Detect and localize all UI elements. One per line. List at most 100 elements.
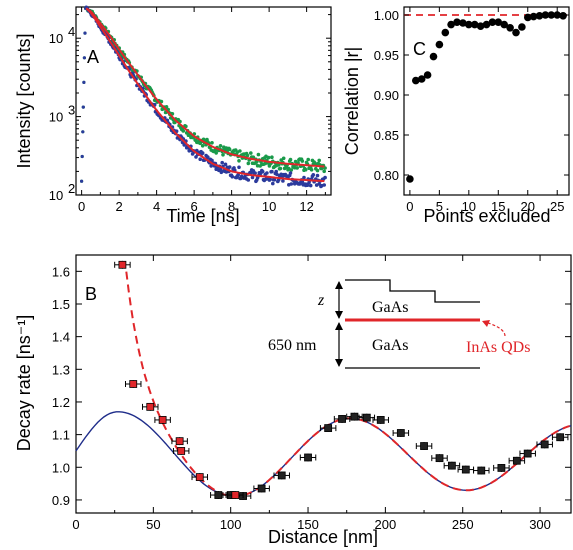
correlation-point <box>524 13 532 22</box>
x-tick-label: 50 <box>146 517 160 532</box>
rise-point-1 <box>80 154 84 159</box>
measured-point <box>324 424 333 432</box>
data-point-1 <box>288 171 293 175</box>
data-point-0 <box>249 151 253 155</box>
x-tick-label: 8 <box>228 199 235 214</box>
measured-point <box>556 433 565 442</box>
x-tick-label: 10 <box>262 199 276 214</box>
data-point-1 <box>227 165 232 169</box>
data-point-1 <box>289 182 294 186</box>
data-point-0 <box>288 157 293 162</box>
data-point-0 <box>317 158 322 163</box>
y-tick-label: 10 <box>49 31 63 46</box>
correlation-point <box>506 24 514 32</box>
correlation-point <box>541 11 550 19</box>
x-tick-label: 4 <box>153 199 160 214</box>
y-tick-label: 1.3 <box>52 362 70 377</box>
correlation-point <box>417 75 426 83</box>
correlation-point <box>453 18 461 27</box>
panel-a-ylabel: Intensity [counts] <box>14 33 34 168</box>
fit-curve-red-dashed <box>125 271 570 498</box>
data-point-0 <box>256 152 261 157</box>
data-point-1 <box>300 180 305 184</box>
data-point-0 <box>245 153 250 158</box>
correlation-point <box>429 52 438 61</box>
data-point-0 <box>237 159 241 163</box>
y-tick-label: 1.2 <box>52 395 70 410</box>
measured-point <box>350 412 359 421</box>
correlation-point <box>518 23 526 31</box>
x-tick-label: 250 <box>452 517 474 532</box>
correlation-point <box>482 20 491 29</box>
data-point-0 <box>181 129 186 133</box>
data-point-0 <box>254 160 259 164</box>
x-tick-label: 10 <box>462 199 476 214</box>
data-point-1 <box>322 183 327 187</box>
rise-point-1 <box>82 80 86 84</box>
measured-point <box>447 461 456 470</box>
data-point-1 <box>274 169 279 174</box>
x-tick-label: 0 <box>78 199 85 214</box>
data-point-1 <box>253 171 257 175</box>
data-point-0 <box>200 144 205 148</box>
x-tick-label: 0 <box>72 517 79 532</box>
y-tick-label: 0.9 <box>52 493 70 508</box>
model-curve-blue <box>75 411 572 498</box>
data-point-1 <box>323 175 327 180</box>
correlation-point <box>441 28 450 37</box>
y-tick-label: 1.5 <box>52 297 70 312</box>
panel-c-xlabel: Points excluded <box>423 206 550 226</box>
data-point-0 <box>266 155 271 160</box>
measured-point <box>277 471 286 480</box>
data-point-1 <box>265 171 269 175</box>
correlation-point <box>412 76 420 85</box>
correlation-point <box>535 12 544 20</box>
panel-a-letter: A <box>87 47 99 67</box>
rise-point-1 <box>81 130 85 134</box>
y-tick-label: 1.4 <box>52 330 70 345</box>
y-tick-label: 1.0 <box>52 460 70 475</box>
data-point-1 <box>308 183 313 188</box>
correlation-point <box>547 11 556 19</box>
thickness-arrow-head-bottom <box>335 359 343 367</box>
y-tick-label: 0.95 <box>374 48 399 63</box>
rise-point-1 <box>81 105 85 109</box>
measured-point-red <box>146 402 155 411</box>
y-tick-label: 0.80 <box>374 168 399 183</box>
data-point-1 <box>272 178 277 182</box>
measured-point <box>338 415 346 423</box>
surface-profile <box>345 279 480 303</box>
measured-point <box>214 491 223 499</box>
correlation-point <box>406 175 414 183</box>
data-point-1 <box>250 175 255 180</box>
data-point-0 <box>281 156 286 161</box>
panel-a-xlabel: Time [ns] <box>166 206 239 226</box>
measured-point <box>477 466 486 475</box>
correlation-point <box>476 22 485 31</box>
x-tick-label: 100 <box>220 517 242 532</box>
panel-b: 0 50 100 150 200 250 300 0.9 1.0 1.1 1.2 1.3 1.4 1.5 1… <box>14 254 572 547</box>
data-point-1 <box>260 169 265 174</box>
z-arrow-head-bottom <box>335 311 343 319</box>
measured-point <box>257 484 266 493</box>
data-point-1 <box>246 178 251 182</box>
z-label: z <box>317 292 325 309</box>
measured-point <box>376 416 385 424</box>
panel-b-frame <box>75 254 572 514</box>
panel-a-frame <box>75 6 332 196</box>
x-tick-label: 2 <box>116 199 123 214</box>
rise-point-1 <box>80 179 84 183</box>
panel-c-letter: C <box>413 39 426 59</box>
z-arrow-head-top <box>335 281 343 289</box>
data-point-0 <box>276 163 281 167</box>
panel-b-letter: B <box>85 284 97 304</box>
data-point-0 <box>278 166 283 171</box>
measured-point-red <box>129 380 138 388</box>
x-tick-label: 300 <box>529 517 551 532</box>
data-point-0 <box>221 153 225 157</box>
data-point-1 <box>198 157 202 161</box>
measured-point-red <box>175 437 184 446</box>
correlation-point <box>494 18 503 27</box>
data-point-1 <box>237 165 241 170</box>
